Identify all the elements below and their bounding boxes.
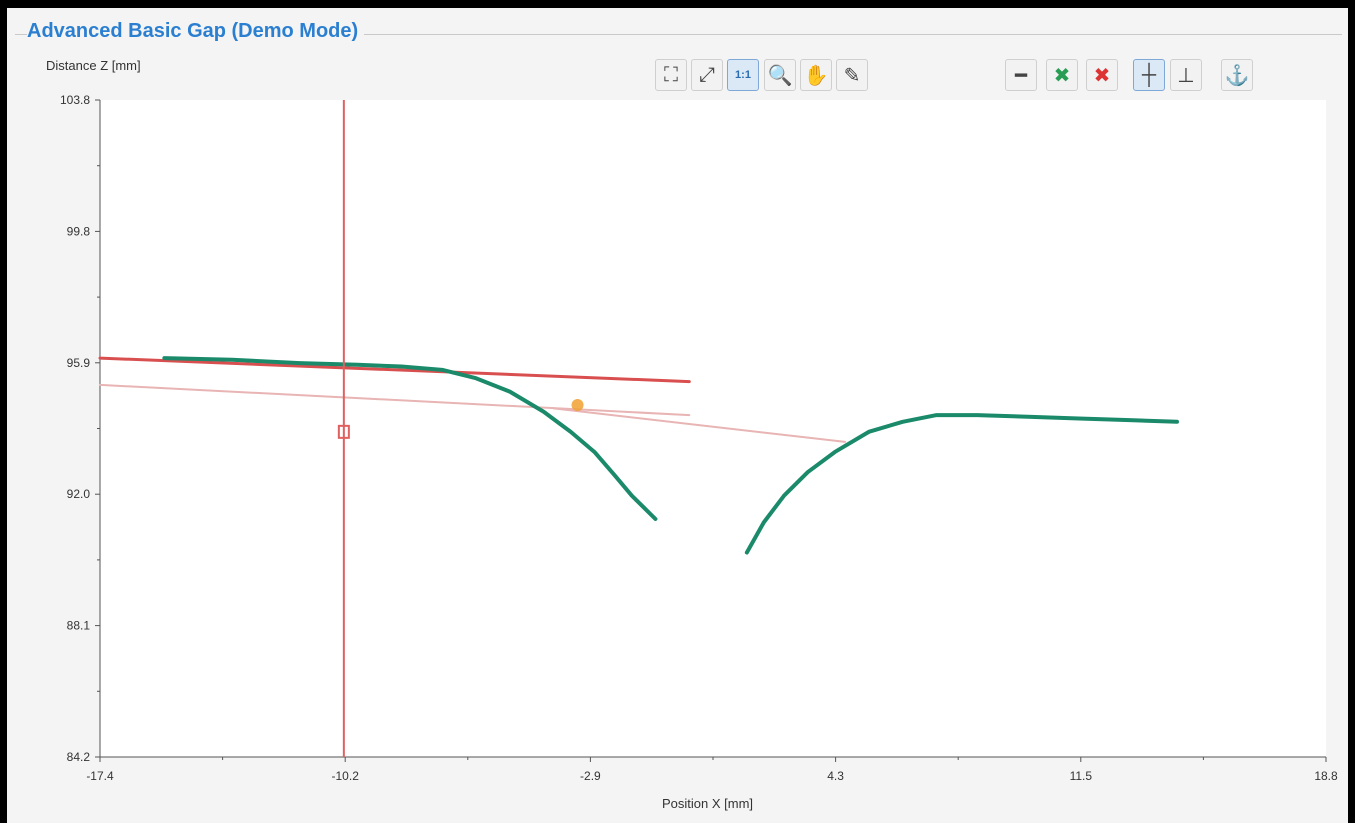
add-marker-button[interactable]: ✖ <box>1046 59 1078 91</box>
line-fit-button[interactable]: ━ <box>1005 59 1037 91</box>
y-tick-label: 95.9 <box>67 356 91 370</box>
y-tick-label: 99.8 <box>67 224 91 238</box>
vertical-cursor-button[interactable]: ┼ <box>1133 59 1165 91</box>
step-button[interactable]: ⊥ <box>1170 59 1202 91</box>
x-tick-label: -10.2 <box>332 769 360 783</box>
anchor-button[interactable]: ⚓ <box>1221 59 1253 91</box>
profile-right <box>744 413 1179 555</box>
one-to-one-button-button[interactable]: 1:1 <box>727 59 759 91</box>
profile-left <box>162 356 658 522</box>
anchor-icon: ⚓ <box>1224 64 1250 87</box>
x-tick-label: 4.3 <box>827 769 844 783</box>
delete-marker-button[interactable]: ✖ <box>1086 59 1118 91</box>
step-icon: ⊥ <box>1177 64 1195 87</box>
line-fit-icon: ━ <box>1014 64 1028 87</box>
reference-line <box>98 356 691 384</box>
fit-line-upper <box>99 383 691 417</box>
x-tick-label: 11.5 <box>1070 769 1093 783</box>
panel-title: Advanced Basic Gap (Demo Mode) <box>27 20 365 43</box>
panel-title-rule <box>15 34 1342 35</box>
y-axis-label: Distance Z [mm] <box>46 58 141 73</box>
y-tick-label: 92.0 <box>67 487 91 501</box>
x-tick-label: 18.8 <box>1314 769 1338 783</box>
intersection-marker <box>571 399 584 412</box>
x-axis-label: Position X [mm] <box>662 796 754 811</box>
fit-all-button[interactable]: ⛶ <box>655 59 687 91</box>
vertical-cursor-icon: ┼ <box>1141 63 1157 86</box>
fit-all-icon: ⛶ <box>664 63 678 86</box>
probe-pen-button[interactable]: ✎ <box>836 59 868 91</box>
auto-scale-button[interactable]: ⤢ <box>691 59 723 91</box>
cursor-handle <box>337 424 350 439</box>
zoom-icon: 🔍 <box>767 64 793 87</box>
add-marker-icon: ✖ <box>1053 64 1071 87</box>
x-tick-label: -2.9 <box>580 769 601 783</box>
delete-marker-icon: ✖ <box>1093 64 1111 87</box>
pan-hand-button[interactable]: ✋ <box>800 59 832 91</box>
pan-hand-icon: ✋ <box>803 64 829 87</box>
x-tick-label: -17.4 <box>86 769 114 783</box>
auto-scale-icon: ⤢ <box>699 63 715 86</box>
y-tick-label: 103.8 <box>60 93 90 107</box>
zoom-button[interactable]: 🔍 <box>764 59 796 91</box>
probe-pen-icon: ✎ <box>843 64 861 87</box>
plot-area[interactable] <box>100 100 1326 757</box>
fit-line-lower <box>552 407 847 443</box>
y-tick-label: 88.1 <box>67 619 91 633</box>
y-tick-label: 84.2 <box>67 750 91 764</box>
one-to-one-button-icon: 1:1 <box>735 69 751 81</box>
